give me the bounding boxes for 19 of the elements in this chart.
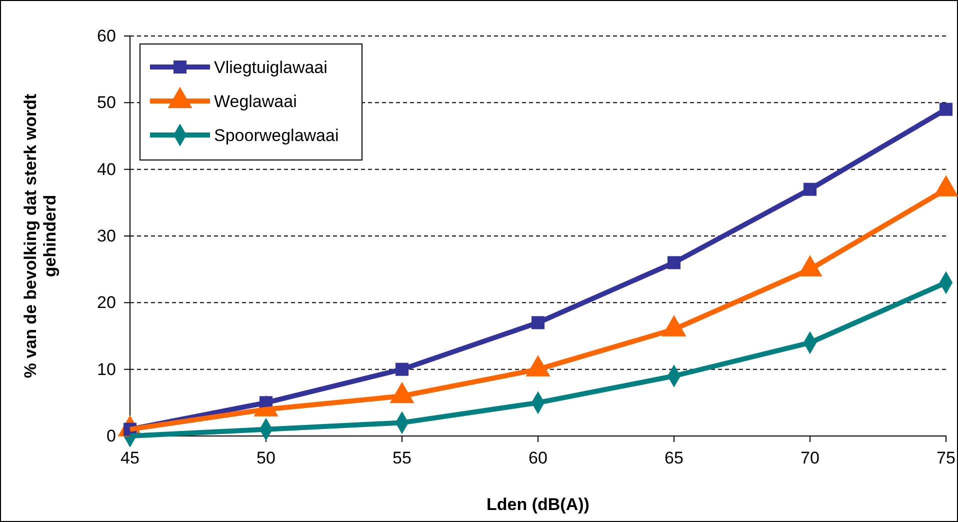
x-tick-label: 45 bbox=[120, 448, 140, 468]
y-tick-label: 30 bbox=[96, 226, 116, 246]
y-tick-label: 20 bbox=[96, 293, 116, 312]
legend-label: Spoorweglawaai bbox=[214, 126, 339, 145]
y-tick-label: 0 bbox=[106, 426, 116, 446]
x-tick-label: 55 bbox=[392, 448, 412, 468]
y-tick-label: 60 bbox=[96, 26, 116, 46]
y-tick-label: 40 bbox=[96, 160, 116, 179]
y-tick-label: 10 bbox=[96, 360, 116, 379]
x-tick-label: 75 bbox=[936, 448, 956, 468]
x-tick-label: 70 bbox=[800, 448, 820, 468]
x-tick-label: 50 bbox=[256, 448, 276, 468]
y-axis-title: % van de bevolking dat sterk wordt gehinderd bbox=[21, 93, 60, 378]
x-tick-label: 60 bbox=[528, 448, 548, 468]
legend-label: Vliegtuiglawaai bbox=[214, 58, 328, 77]
legend-label: Weglawaai bbox=[214, 92, 297, 111]
y-tick-label: 50 bbox=[96, 93, 116, 112]
x-axis-title: Lden (dB(A)) bbox=[486, 495, 590, 514]
x-tick-label: 65 bbox=[664, 448, 684, 468]
